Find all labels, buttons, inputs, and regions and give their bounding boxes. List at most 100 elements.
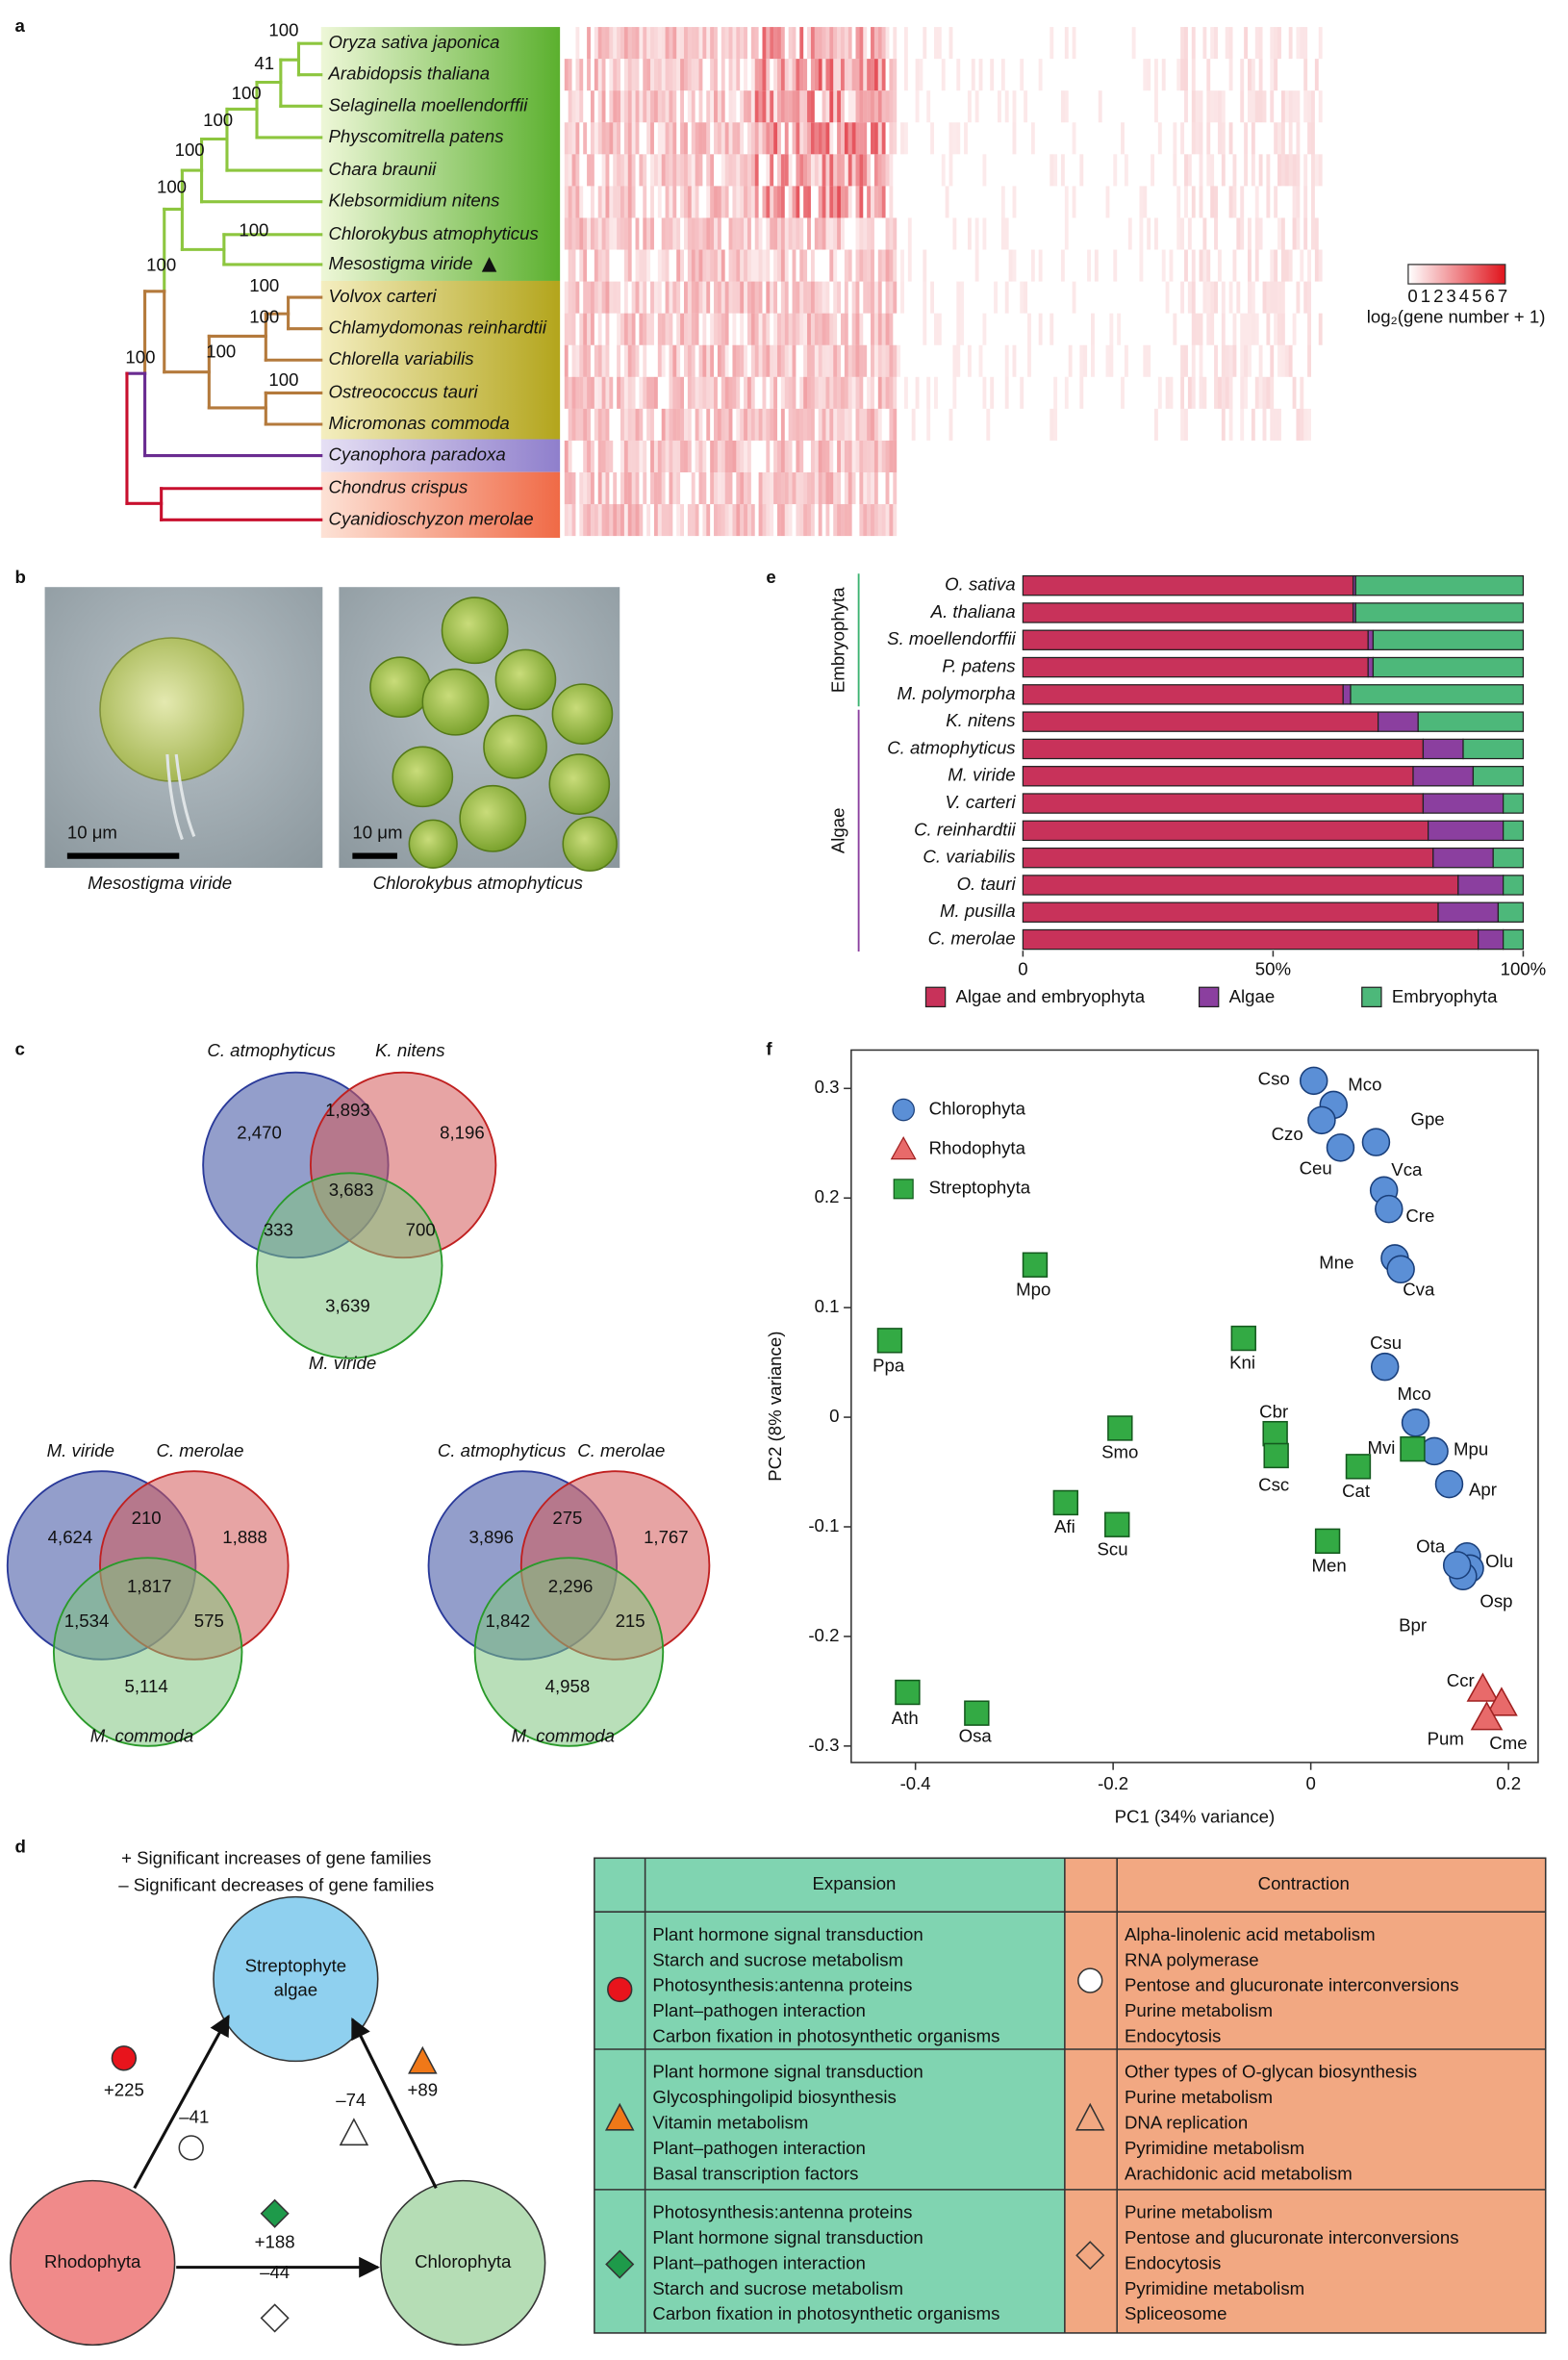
heatmap-texture [587, 154, 591, 187]
point-label: Kni [1229, 1352, 1255, 1372]
heatmap-texture [1292, 154, 1297, 187]
heatmap-texture [623, 440, 628, 472]
heatmap-texture [650, 440, 654, 472]
heatmap-texture [669, 122, 673, 155]
heatmap-texture [631, 186, 636, 218]
heatmap-texture [1277, 344, 1281, 377]
heatmap-texture [829, 471, 834, 505]
heatmap-texture [956, 59, 961, 91]
heatmap-texture [721, 376, 725, 409]
heatmap-texture [873, 59, 878, 91]
heatmap-texture [728, 504, 733, 537]
heatmap-texture [702, 313, 707, 345]
heatmap-texture [590, 313, 594, 345]
heatmap-texture [1303, 90, 1308, 123]
heatmap-texture [847, 59, 852, 91]
heatmap-texture [691, 344, 695, 377]
heatmap-texture [1157, 376, 1162, 409]
taxon-label: Klebsormidium nitens [329, 190, 500, 211]
heatmap-texture [1280, 249, 1285, 282]
heatmap-texture [777, 249, 781, 282]
heatmap-texture [799, 281, 804, 314]
heatmap-texture [698, 122, 703, 155]
heatmap-texture [643, 27, 647, 60]
heatmap-texture [829, 90, 834, 123]
heatmap-texture [601, 376, 606, 409]
heatmap-texture [605, 344, 610, 377]
heatmap-texture [788, 59, 793, 91]
heatmap-texture [770, 504, 774, 537]
heatmap-texture [1258, 154, 1263, 187]
bar-segment [1022, 766, 1414, 787]
heatmap-texture [1072, 281, 1076, 314]
heatmap-texture [777, 186, 781, 218]
heatmap-texture [661, 344, 666, 377]
heatmap-texture [597, 27, 602, 60]
heatmap-texture [1191, 59, 1196, 91]
heatmap-texture [893, 471, 898, 505]
heatmap-texture [1210, 27, 1215, 60]
point-label: Ceu [1300, 1158, 1332, 1179]
heatmap-texture [1258, 344, 1263, 377]
heatmap-texture [825, 59, 830, 91]
heatmap-texture [825, 440, 830, 472]
heatmap-texture [825, 504, 830, 537]
heatmap-texture [788, 154, 793, 187]
heatmap-texture [676, 27, 681, 60]
heatmap-texture [1072, 27, 1076, 60]
heatmap-texture [960, 313, 965, 345]
heatmap-texture [758, 504, 763, 537]
heatmap-texture [766, 313, 771, 345]
venn-value: 1,888 [222, 1527, 267, 1547]
heatmap-texture [568, 376, 572, 409]
heatmap-texture [605, 471, 610, 505]
heatmap-texture [661, 59, 666, 91]
heatmap-texture [750, 90, 755, 123]
heatmap-texture [1307, 408, 1311, 441]
heatmap-texture [754, 27, 759, 60]
arrow [133, 2014, 230, 2190]
heatmap-texture [766, 186, 771, 218]
support-value: 100 [146, 254, 176, 274]
heatmap-texture [762, 376, 767, 409]
heatmap-texture [1277, 154, 1281, 187]
heatmap-texture [653, 27, 658, 60]
heatmap-texture [818, 313, 822, 345]
heatmap-texture [1251, 122, 1255, 155]
heatmap-texture [680, 504, 684, 537]
heatmap-texture [867, 504, 872, 537]
heatmap-texture [1206, 154, 1211, 187]
heatmap-texture [672, 408, 677, 441]
heatmap-texture [1068, 344, 1073, 377]
heatmap-texture [702, 281, 707, 314]
heatmap-texture [635, 59, 640, 91]
heatmap-texture [597, 504, 602, 537]
heatmap-texture [810, 122, 815, 155]
heatmap-texture [631, 313, 636, 345]
heatmap-texture [1225, 344, 1229, 377]
heatmap-texture [687, 217, 692, 250]
heatmap-texture [825, 27, 830, 60]
heatmap-texture [893, 440, 898, 472]
heatmap-texture [1310, 217, 1315, 250]
heatmap-texture [840, 90, 845, 123]
heatmap-texture [818, 471, 822, 505]
heatmap-texture [1266, 186, 1271, 218]
heatmap-texture [721, 59, 725, 91]
heatmap-texture [1221, 376, 1226, 409]
heatmap-texture [1251, 154, 1255, 187]
heatmap-texture [601, 27, 606, 60]
heatmap-texture [1232, 344, 1237, 377]
heatmap-texture [754, 59, 759, 91]
clade-bg [320, 27, 561, 281]
heatmap-texture [885, 27, 890, 60]
heatmap-texture [780, 154, 785, 187]
heatmap-texture [859, 122, 864, 155]
heatmap-texture [814, 471, 819, 505]
heatmap-texture [1270, 59, 1275, 91]
venn-value: 3,683 [329, 1180, 374, 1200]
heatmap-texture [587, 27, 591, 60]
heatmap-texture [1199, 90, 1203, 123]
heatmap-texture [893, 249, 898, 282]
